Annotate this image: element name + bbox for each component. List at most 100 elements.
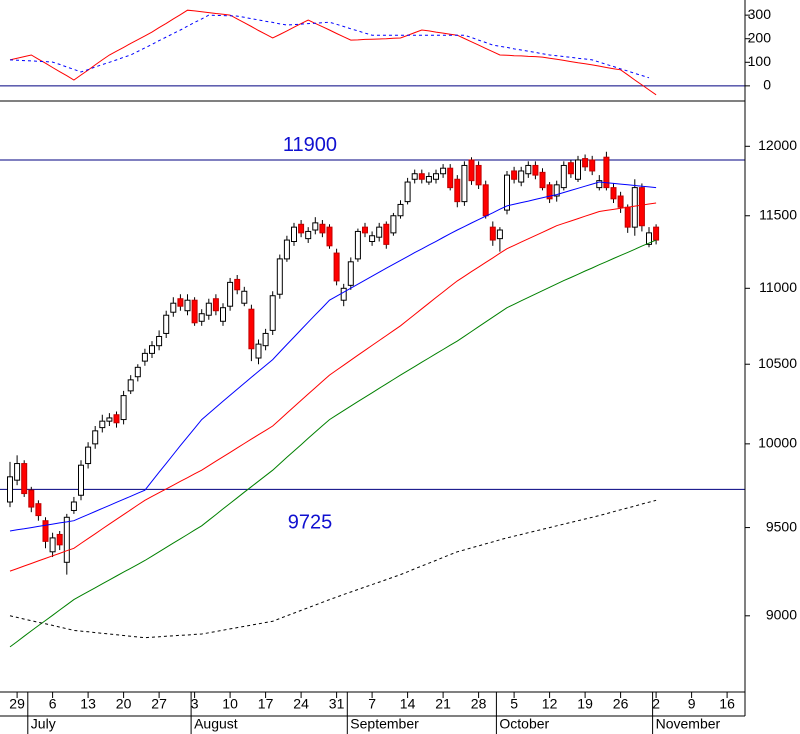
x-tick-label: 2 (652, 696, 660, 712)
candle-body (440, 167, 447, 175)
x-tick-label: 6 (49, 696, 57, 712)
x-tick-label: 20 (116, 696, 132, 712)
candle-body (589, 159, 596, 172)
y-tick-label: 10500 (758, 355, 797, 371)
candle-body (205, 302, 212, 316)
candle-body (553, 184, 560, 197)
candle-body (255, 343, 262, 359)
y-tick-label: 100 (748, 53, 772, 69)
month-label: July (31, 716, 56, 732)
y-tick-label: 9000 (766, 607, 797, 623)
indicator-line (9, 14, 650, 79)
x-tick-label: 14 (400, 696, 416, 712)
candle-body (28, 489, 35, 508)
x-tick-label: 26 (613, 696, 629, 712)
candle-body (489, 226, 496, 241)
candle-body (92, 430, 99, 445)
candle-body (305, 230, 312, 240)
candle-body (582, 158, 589, 168)
x-tick-label: 3 (191, 696, 199, 712)
candle-body (468, 159, 475, 182)
candle-body (596, 180, 603, 189)
x-tick-label: 7 (368, 696, 376, 712)
candle-body (482, 184, 489, 217)
candle-body (567, 162, 574, 175)
y-tick-label: 0 (763, 77, 771, 93)
candle-body (227, 281, 234, 307)
x-tick-label: 16 (719, 696, 735, 712)
candle-body (35, 503, 42, 517)
candle-body (475, 164, 482, 186)
candle-body (283, 239, 290, 260)
candle-body (333, 252, 340, 282)
candle-body (170, 302, 177, 313)
y-tick-label: 11500 (759, 206, 797, 222)
month-label: September (350, 716, 419, 732)
candle-body (198, 313, 205, 322)
candle-body (49, 537, 56, 553)
candle-body (397, 203, 404, 217)
candle-body (78, 464, 84, 496)
candle-body (532, 164, 539, 176)
candle-body (525, 164, 532, 175)
level-label: 9725 (288, 512, 333, 534)
candle-body (113, 414, 120, 424)
candle-body (241, 290, 248, 304)
candle-body (42, 520, 49, 542)
candle-body (603, 156, 610, 189)
candle-body (496, 229, 503, 240)
candle-body (369, 235, 376, 243)
moving-average (9, 499, 657, 639)
candle-body (511, 170, 518, 180)
x-tick-label: 31 (329, 696, 345, 712)
x-tick-label: 13 (80, 696, 96, 712)
y-tick-label: 10000 (758, 435, 797, 451)
candle-body (539, 171, 546, 189)
x-tick-label: 12 (542, 696, 558, 712)
candle-body (21, 463, 28, 495)
candle-body (234, 278, 241, 291)
candle-body (383, 223, 390, 245)
candle-body (340, 287, 347, 301)
candle-body (184, 299, 191, 312)
candle-body (319, 223, 326, 234)
candle-body (141, 352, 148, 362)
candle-body (461, 164, 468, 203)
x-tick-label: 17 (258, 696, 274, 712)
x-tick-label: 10 (222, 696, 238, 712)
candle-body (106, 417, 113, 422)
candle-body (127, 379, 134, 392)
x-tick-label: 5 (510, 696, 518, 712)
candle-body (631, 187, 638, 228)
y-tick-label: 11000 (759, 279, 797, 295)
candle-body (447, 167, 454, 189)
candle-body (163, 314, 170, 334)
candle-body (504, 174, 510, 211)
month-label: October (499, 716, 549, 732)
candle-body (14, 463, 21, 481)
candle-body (276, 258, 283, 295)
x-tick-label: 9 (688, 696, 696, 712)
month-label: August (194, 716, 238, 732)
candle-body (376, 226, 383, 238)
candle-body (347, 261, 354, 286)
candle-body (617, 195, 624, 208)
moving-average (9, 181, 657, 532)
candle-body (156, 335, 163, 347)
candle-body (220, 307, 226, 322)
moving-average (9, 202, 657, 572)
y-tick-label: 300 (748, 6, 772, 22)
candle-body (312, 222, 319, 231)
candle-body (433, 173, 439, 180)
month-label: November (656, 716, 721, 732)
candle-body (120, 395, 127, 421)
candle-body (134, 366, 141, 378)
x-tick-label: 27 (151, 696, 167, 712)
x-tick-label: 21 (435, 696, 451, 712)
candle-body (411, 173, 418, 180)
candle-body (354, 230, 361, 260)
candle-body (404, 181, 411, 203)
candle-body (291, 226, 297, 243)
candle-body (362, 226, 368, 234)
candle-body (646, 232, 652, 245)
